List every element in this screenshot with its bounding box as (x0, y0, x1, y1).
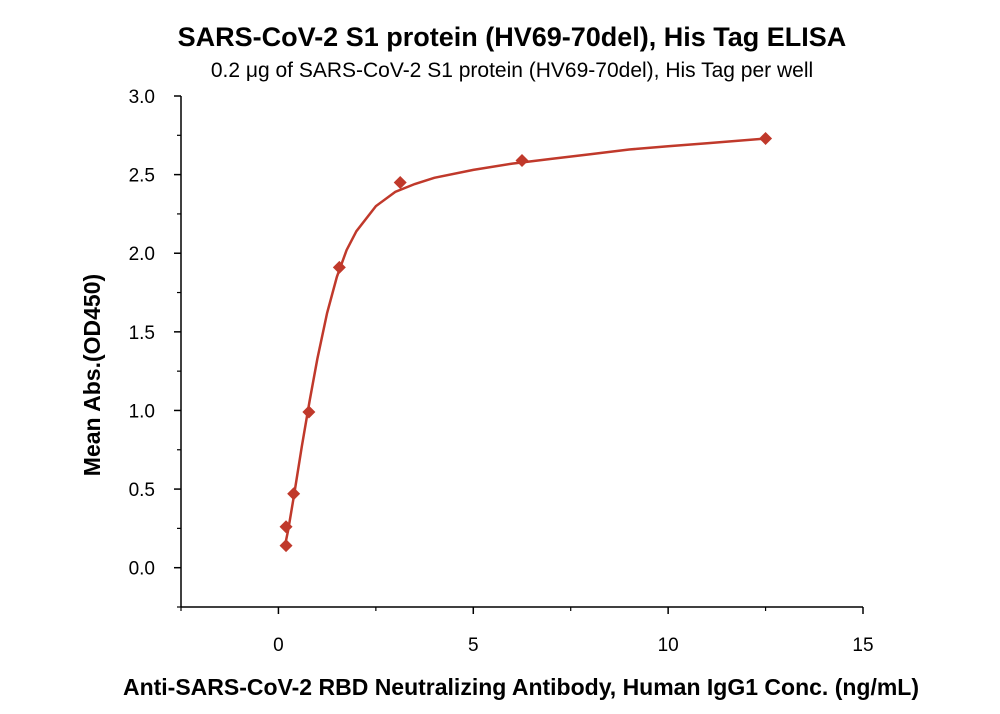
chart-title: SARS-CoV-2 S1 protein (HV69-70del), His … (178, 22, 847, 52)
data-point (287, 487, 301, 501)
data-point (515, 153, 529, 167)
y-axis-label: Mean Abs.(OD450) (79, 274, 105, 476)
data-points (279, 131, 773, 553)
y-tick-label: 3.0 (129, 87, 155, 108)
y-tick-label: 2.0 (129, 244, 155, 265)
y-tick-label: 1.5 (129, 323, 155, 344)
x-tick-label: 10 (658, 635, 679, 656)
x-tick-label: 0 (273, 635, 284, 656)
data-point (279, 539, 293, 553)
data-point (279, 520, 293, 534)
data-point (332, 260, 346, 274)
data-point (393, 175, 407, 189)
x-tick-label: 5 (468, 635, 479, 656)
data-point (302, 405, 316, 419)
chart-subtitle: 0.2 μg of SARS-CoV-2 S1 protein (HV69-70… (211, 59, 813, 82)
data-point (759, 131, 773, 145)
x-axis-label: Anti-SARS-CoV-2 RBD Neutralizing Antibod… (123, 674, 919, 700)
y-ticks: 0.0 0.5 1.0 1.5 2.0 2.5 3.0 (129, 87, 181, 608)
fit-curve (283, 137, 766, 550)
y-tick-label: 1.0 (129, 401, 155, 422)
y-tick-label: 0.5 (129, 480, 155, 501)
x-tick-label: 15 (852, 635, 873, 656)
y-tick-label: 2.5 (129, 166, 155, 187)
y-tick-label: 0.0 (129, 559, 155, 580)
x-ticks: 0 5 10 15 (180, 607, 874, 656)
